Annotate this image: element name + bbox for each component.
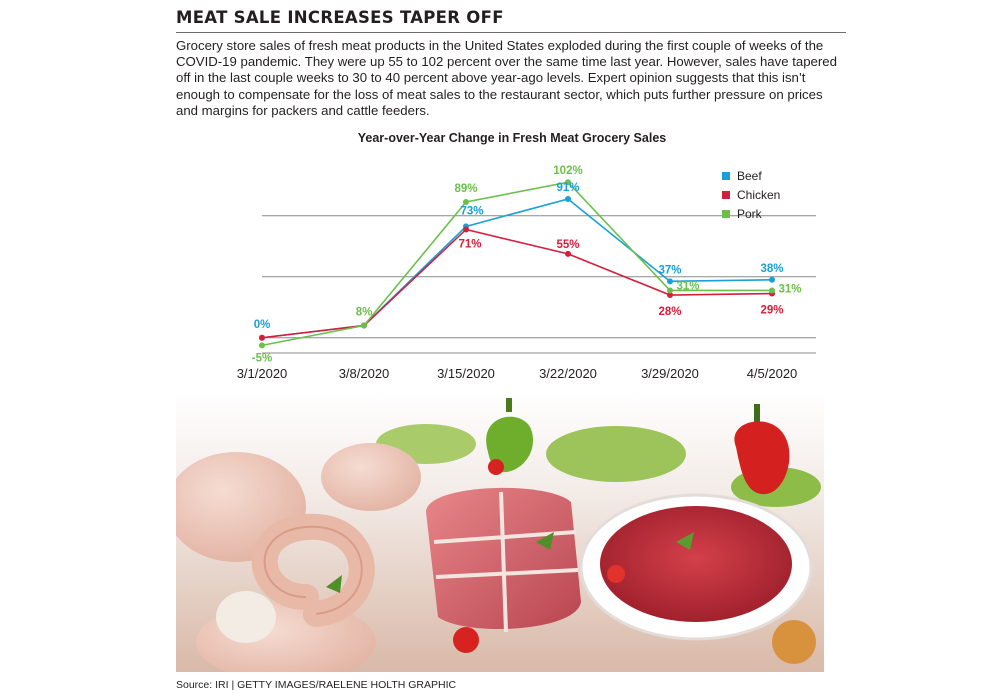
x-tick-label: 3/29/2020 [641,366,699,381]
series-line-pork [261,181,772,347]
x-tick-label: 4/5/2020 [747,366,798,381]
data-point-beef [667,278,673,285]
legend-swatch-chicken [722,191,730,199]
data-label-chicken: 55% [556,239,579,251]
data-label-beef: 0% [254,319,271,331]
data-label-chicken: 71% [458,238,481,250]
data-label-pork: 8% [356,307,373,319]
data-label-pork: 31% [676,280,699,292]
data-label-pork: 31% [778,283,801,295]
legend-label-chicken: Chicken [737,188,780,202]
data-label-chicken: 29% [760,305,783,317]
legend-label-pork: Pork [737,207,763,221]
chart-legend: Beef Chicken Pork [722,169,780,221]
data-label-chicken: 28% [658,306,681,318]
chart-series [259,179,775,349]
chart-point-labels: 0% 73% 91% 37% 38% 71% 55% 28% 29% -5% 8% 89% 102% 31… [252,165,802,364]
data-point-pork [565,179,571,186]
data-label-pork: -5% [252,352,272,364]
legend-swatch-beef [722,172,730,180]
headline: MEAT SALE INCREASES TAPER OFF [176,8,846,33]
data-point-pork [769,287,775,294]
chart-title: Year-over-Year Change in Fresh Meat Groc… [357,131,667,145]
series-line-beef [261,198,773,339]
data-point-chicken [463,226,469,233]
legend-label-beef: Beef [737,169,762,183]
line-chart: 0% 73% 91% 37% 38% 71% 55% 28% 29% -5% 8% 89% 102% 31… [237,165,816,381]
data-label-pork: 102% [553,165,582,177]
data-label-beef: 73% [460,205,483,217]
data-point-pork [259,342,265,349]
data-point-pork [463,199,469,206]
data-point-chicken [259,334,265,341]
data-label-beef: 91% [556,182,579,194]
data-point-pork [361,322,367,329]
x-tick-label: 3/1/2020 [237,366,288,381]
data-label-pork: 89% [454,183,477,195]
source-credit: Source: IRI | GETTY IMAGES/RAELENE HOLTH… [176,679,457,691]
chart-gridlines [262,215,816,354]
chart-x-axis: 3/1/2020 3/8/2020 3/15/2020 3/22/2020 3/29/2… [237,366,798,381]
data-point-chicken [565,250,571,257]
data-label-beef: 37% [658,264,681,276]
meat-photo [176,392,824,672]
x-tick-label: 3/15/2020 [437,366,495,381]
data-point-beef [769,276,775,283]
x-tick-label: 3/22/2020 [539,366,597,381]
data-label-beef: 38% [760,263,783,275]
intro-paragraph: Grocery store sales of fresh meat produc… [176,38,837,118]
data-point-pork [667,287,673,294]
series-line-chicken [261,228,773,339]
data-point-beef [565,195,571,202]
legend-swatch-pork [722,210,730,218]
x-tick-label: 3/8/2020 [339,366,390,381]
data-point-chicken [667,292,673,299]
